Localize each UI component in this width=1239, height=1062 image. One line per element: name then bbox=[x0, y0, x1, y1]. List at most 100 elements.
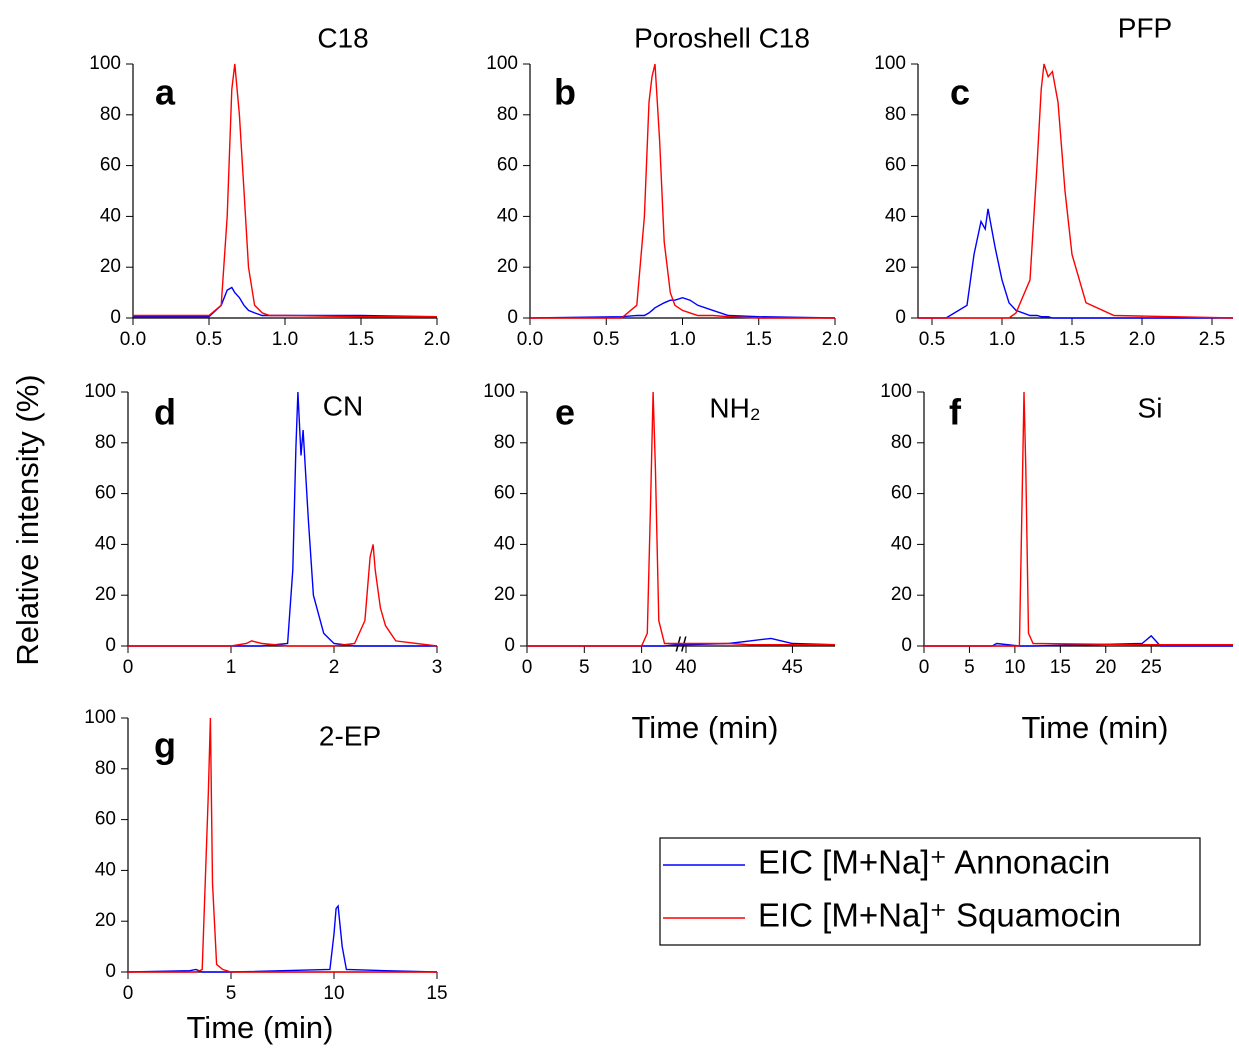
y-tick-label: 40 bbox=[891, 533, 912, 554]
y-tick-label: 40 bbox=[885, 205, 906, 226]
panel-title: Poroshell C18 bbox=[634, 22, 810, 53]
trace bbox=[128, 391, 437, 647]
panel-label: d bbox=[154, 392, 176, 433]
x-tick-label: 0.5 bbox=[196, 329, 222, 350]
y-tick-label: 20 bbox=[497, 256, 518, 277]
y-tick-label: 0 bbox=[507, 307, 518, 328]
x-tick-label: 2 bbox=[329, 657, 340, 678]
y-tick-label: 60 bbox=[95, 483, 116, 504]
y-tick-label: 0 bbox=[504, 635, 515, 656]
trace bbox=[128, 544, 438, 647]
x-tick-label: 20 bbox=[1095, 657, 1116, 678]
x-tick-label: 25 bbox=[1141, 657, 1162, 678]
x-tick-label: 5 bbox=[226, 983, 237, 1004]
y-tick-label: 80 bbox=[891, 432, 912, 453]
panel-title: 2-EP bbox=[319, 720, 381, 751]
x-axis-label: Time (min) bbox=[187, 1010, 334, 1045]
y-tick-label: 100 bbox=[89, 53, 121, 74]
y-tick-label: 20 bbox=[100, 256, 121, 277]
y-tick-label: 100 bbox=[84, 707, 116, 728]
panel-title: NH₂ bbox=[709, 392, 760, 423]
y-tick-label: 80 bbox=[100, 104, 121, 125]
y-tick-label: 80 bbox=[497, 104, 518, 125]
y-tick-label: 60 bbox=[497, 155, 518, 176]
trace bbox=[918, 63, 1234, 319]
x-tick-label: 0 bbox=[919, 657, 930, 678]
legend-box bbox=[659, 837, 1201, 946]
panel-label: g bbox=[154, 725, 176, 766]
trace bbox=[924, 634, 1233, 647]
x-tick-label: 0 bbox=[522, 657, 533, 678]
trace bbox=[527, 391, 835, 647]
trace bbox=[530, 63, 835, 319]
x-tick-label: 1.0 bbox=[272, 329, 298, 350]
panel-label: a bbox=[155, 72, 176, 113]
panel-title: PFP bbox=[1118, 12, 1172, 43]
y-tick-label: 20 bbox=[95, 584, 116, 605]
y-tick-label: 0 bbox=[901, 635, 912, 656]
y-tick-label: 40 bbox=[100, 205, 121, 226]
y-tick-label: 0 bbox=[105, 961, 116, 982]
trace bbox=[127, 904, 438, 973]
y-tick-label: 0 bbox=[895, 307, 906, 328]
x-tick-label: 0.0 bbox=[120, 329, 146, 350]
x-tick-label: 10 bbox=[323, 983, 344, 1004]
x-tick-label: 1 bbox=[226, 657, 237, 678]
y-tick-label: 60 bbox=[100, 155, 121, 176]
trace bbox=[133, 63, 437, 318]
x-tick-label: 40 bbox=[675, 657, 696, 678]
trace bbox=[918, 208, 1233, 319]
x-tick-label: 45 bbox=[782, 657, 803, 678]
panel-label: e bbox=[555, 392, 575, 433]
y-tick-label: 80 bbox=[95, 432, 116, 453]
x-tick-label: 10 bbox=[631, 657, 652, 678]
trace bbox=[527, 637, 836, 647]
x-tick-label: 1.5 bbox=[746, 329, 772, 350]
y-tick-label: 100 bbox=[486, 53, 518, 74]
x-tick-label: 2.5 bbox=[1199, 329, 1225, 350]
panel-title: CN bbox=[323, 390, 363, 421]
trace bbox=[924, 391, 1233, 647]
panel-label: f bbox=[949, 392, 962, 433]
y-tick-label: 100 bbox=[880, 381, 912, 402]
x-tick-label: 1.0 bbox=[669, 329, 695, 350]
x-tick-label: 1.0 bbox=[989, 329, 1015, 350]
y-tick-label: 60 bbox=[494, 483, 515, 504]
trace bbox=[133, 286, 438, 318]
x-tick-label: 2.0 bbox=[822, 329, 848, 350]
x-tick-label: 5 bbox=[579, 657, 590, 678]
y-tick-label: 20 bbox=[95, 910, 116, 931]
x-tick-label: 5 bbox=[964, 657, 975, 678]
x-tick-label: 1.5 bbox=[348, 329, 374, 350]
y-tick-label: 20 bbox=[494, 584, 515, 605]
y-tick-label: 80 bbox=[885, 104, 906, 125]
y-tick-label: 40 bbox=[95, 859, 116, 880]
y-tick-label: 60 bbox=[885, 155, 906, 176]
y-tick-label: 100 bbox=[874, 53, 906, 74]
x-tick-label: 2.0 bbox=[1129, 329, 1155, 350]
y-tick-label: 40 bbox=[497, 205, 518, 226]
panel-label: c bbox=[950, 72, 970, 113]
y-tick-label: 0 bbox=[110, 307, 121, 328]
x-tick-label: 3 bbox=[432, 657, 443, 678]
y-tick-label: 80 bbox=[95, 758, 116, 779]
y-tick-label: 100 bbox=[84, 381, 116, 402]
x-tick-label: 10 bbox=[1004, 657, 1025, 678]
y-tick-label: 0 bbox=[105, 635, 116, 656]
x-tick-label: 15 bbox=[426, 983, 447, 1004]
y-tick-label: 60 bbox=[95, 809, 116, 830]
trace bbox=[529, 296, 836, 319]
x-tick-label: 0.5 bbox=[919, 329, 945, 350]
trace bbox=[128, 717, 437, 973]
x-axis-label: Time (min) bbox=[632, 710, 779, 745]
x-axis-label: Time (min) bbox=[1022, 710, 1169, 745]
panel-title: C18 bbox=[317, 22, 368, 53]
y-tick-label: 40 bbox=[95, 533, 116, 554]
y-tick-label: 100 bbox=[483, 381, 515, 402]
x-tick-label: 15 bbox=[1050, 657, 1071, 678]
y-tick-label: 60 bbox=[891, 483, 912, 504]
x-tick-label: 0.5 bbox=[593, 329, 619, 350]
y-tick-label: 80 bbox=[494, 432, 515, 453]
x-tick-label: 2.0 bbox=[424, 329, 450, 350]
